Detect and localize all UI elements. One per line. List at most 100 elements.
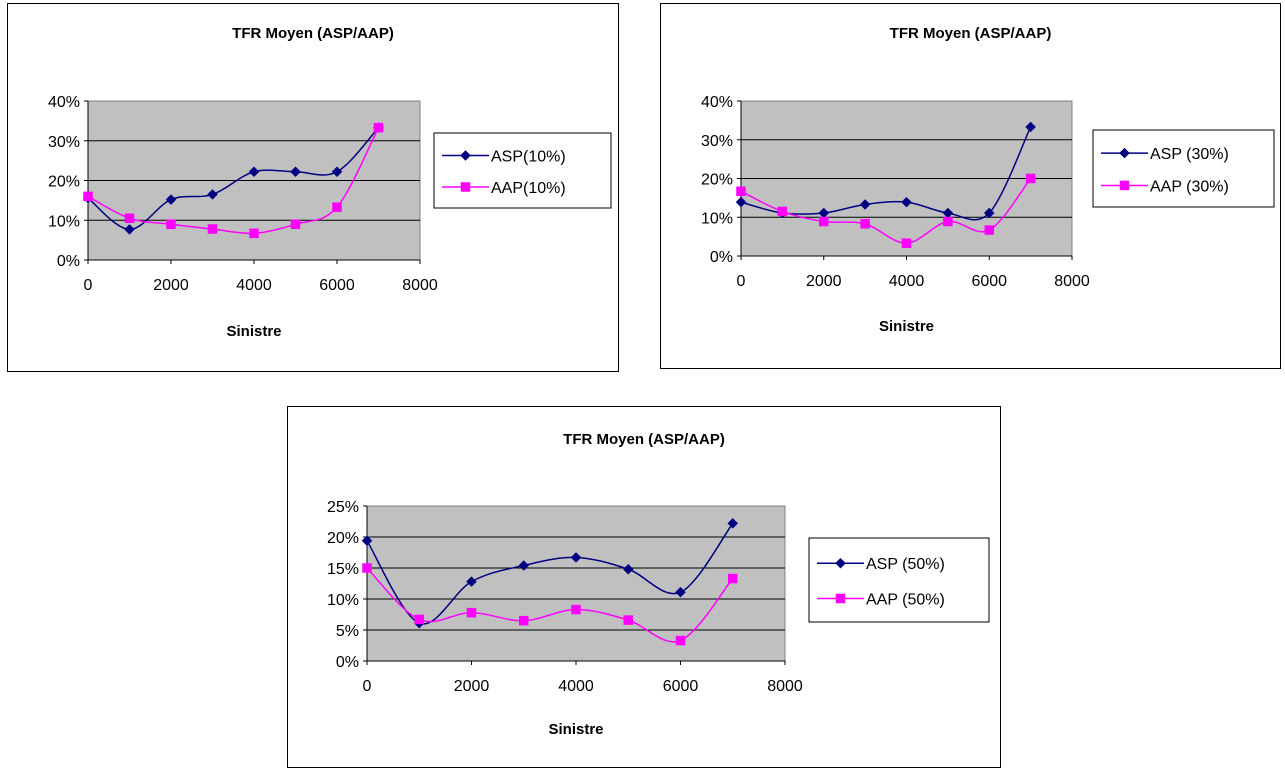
x-tick-label: 6000: [319, 277, 355, 294]
legend-entry-label: ASP (50%): [866, 556, 945, 573]
data-point: [736, 186, 746, 197]
x-tick-label: 4000: [236, 277, 272, 294]
x-tick-label: 8000: [402, 277, 438, 294]
series-square-1: [362, 563, 738, 646]
data-point: [466, 607, 477, 618]
data-point: [414, 614, 424, 625]
data-point: [361, 535, 373, 547]
data-point: [777, 206, 788, 217]
data-point: [1025, 121, 1036, 133]
data-point: [248, 166, 260, 178]
data-point: [735, 196, 747, 208]
y-tick-label: 10%: [701, 210, 733, 227]
legend-box: [808, 537, 990, 623]
legend-box: [1092, 129, 1275, 208]
data-point: [571, 604, 581, 615]
x-tick-label: 6000: [971, 273, 1007, 290]
data-point: [124, 213, 135, 224]
chart-svg: TFR Moyen (ASP/AAP) 0% 10% 20% 30% 40% 0 2000 40…: [48, 25, 612, 340]
data-point: [570, 552, 582, 563]
y-tick-label: 40%: [701, 94, 733, 111]
series-square-1: [83, 122, 384, 239]
legend-entry-label: ASP(10%): [491, 149, 566, 166]
chart-svg: TFR Moyen (ASP/AAP) 0% 10% 20% 30% 40% 0 2000 40…: [701, 25, 1275, 335]
data-point: [728, 573, 738, 584]
plot-area: [366, 505, 786, 662]
data-point: [249, 228, 259, 239]
x-tick-label: 2000: [153, 277, 189, 294]
chart-title: TFR Moyen (ASP/AAP): [563, 431, 725, 448]
chart-asp-aap-30: TFR Moyen (ASP/AAP) 0% 10% 20% 30% 40% 0 2000 40…: [660, 3, 1281, 369]
legend-swatch-marker: [1119, 180, 1130, 191]
chart-title: TFR Moyen (ASP/AAP): [232, 25, 394, 42]
data-point: [901, 238, 912, 248]
legend: ASP (30%) AAP (30%): [1092, 129, 1275, 208]
legend-swatch-marker: [1119, 147, 1130, 159]
y-tick-label: 10%: [48, 213, 80, 230]
series-square-1: [736, 173, 1036, 248]
x-tick-label: 4000: [558, 678, 594, 695]
x-tick-label: 0: [84, 277, 93, 294]
data-point: [332, 202, 342, 212]
legend-swatch-marker: [835, 557, 846, 569]
chart-title: TFR Moyen (ASP/AAP): [890, 25, 1052, 42]
data-point: [1025, 173, 1036, 184]
data-point: [518, 560, 530, 571]
x-axis-label: Sinistre: [548, 721, 603, 738]
y-tick-label: 0%: [336, 654, 359, 671]
y-tick-label: 20%: [327, 530, 359, 547]
data-point: [983, 207, 995, 219]
data-point: [622, 563, 634, 575]
data-point: [207, 224, 218, 234]
data-point: [943, 216, 953, 227]
legend-entry-label: AAP(10%): [491, 180, 566, 197]
legend-entry-label: AAP (50%): [866, 591, 945, 608]
data-point: [166, 219, 176, 229]
data-point: [466, 576, 477, 587]
data-point: [819, 216, 829, 227]
x-tick-label: 0: [363, 678, 372, 695]
x-tick-label: 8000: [1054, 273, 1090, 290]
y-tick-label: 25%: [327, 499, 359, 516]
data-point: [623, 615, 633, 625]
data-point: [165, 194, 177, 205]
y-tick-label: 5%: [336, 623, 359, 640]
legend-swatch-marker: [460, 182, 471, 192]
data-point: [860, 219, 870, 229]
data-point: [675, 586, 686, 598]
data-point: [727, 518, 739, 529]
legend-entry-label: AAP (30%): [1150, 178, 1229, 195]
legend: ASP(10%) AAP(10%): [433, 132, 612, 209]
legend-entry-label: ASP (30%): [1150, 146, 1229, 163]
legend-swatch-marker: [835, 593, 846, 604]
y-tick-label: 30%: [48, 134, 80, 151]
y-tick-label: 0%: [57, 253, 80, 270]
chart-asp-aap-10: TFR Moyen (ASP/AAP) 0% 10% 20% 30% 40% 0 2000 40…: [7, 3, 619, 372]
data-point: [290, 219, 301, 229]
data-point: [373, 122, 384, 133]
data-point: [519, 615, 529, 626]
x-axis-label: Sinistre: [879, 318, 934, 335]
x-axis-label: Sinistre: [226, 323, 281, 340]
data-point: [290, 166, 301, 178]
y-tick-label: 20%: [48, 174, 80, 191]
data-point: [83, 191, 93, 202]
y-tick-label: 10%: [327, 592, 359, 609]
x-tick-label: 6000: [663, 678, 699, 695]
x-tick-label: 0: [737, 273, 746, 290]
x-tick-label: 2000: [806, 273, 842, 290]
x-tick-label: 4000: [889, 273, 925, 290]
x-tick-label: 2000: [454, 678, 490, 695]
data-point: [331, 166, 343, 178]
chart-svg: TFR Moyen (ASP/AAP) 0% 5% 10% 15% 20% 25% 0 2000…: [327, 431, 990, 738]
data-point: [984, 225, 994, 235]
x-tick-label: 8000: [767, 678, 803, 695]
data-point: [207, 189, 218, 200]
y-tick-label: 15%: [327, 561, 359, 578]
y-tick-label: 20%: [701, 172, 733, 189]
legend: ASP (50%) AAP (50%): [808, 537, 990, 623]
y-tick-label: 40%: [48, 94, 80, 111]
data-point: [859, 199, 871, 210]
data-point: [675, 635, 686, 646]
legend-swatch-marker: [460, 150, 471, 161]
